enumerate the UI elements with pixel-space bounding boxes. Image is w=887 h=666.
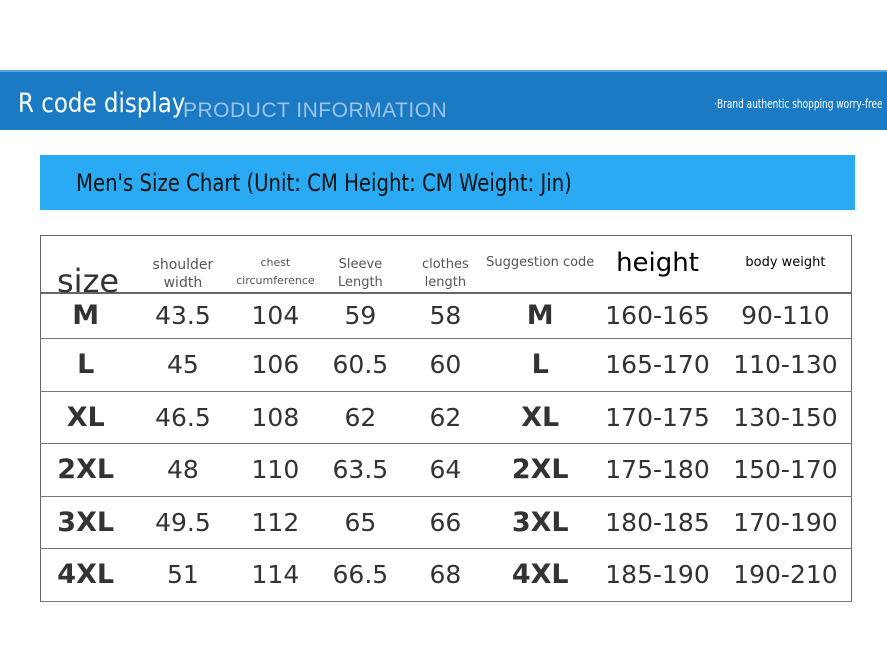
table-row: L 45 106 60.5 60 L 165-170 110-130 [40, 338, 852, 392]
table-row: 2XL 48 110 63.5 64 2XL 175-180 150-170 [40, 443, 852, 497]
table-header-row: size shoulder width chest circumference … [40, 235, 852, 297]
cell-body-weight: 170-190 [719, 496, 852, 549]
cell-sleeve: 63.5 [315, 443, 406, 497]
cell-suggestion-code: 4XL [485, 548, 596, 602]
cell-height: 165-170 [595, 338, 720, 392]
cell-shoulder-width: 49.5 [130, 496, 236, 549]
header-body-weight: body weight [719, 235, 852, 294]
cell-body-weight: 90-110 [719, 292, 852, 339]
cell-sleeve: 59 [315, 292, 406, 339]
cell-chest: 114 [235, 548, 316, 602]
cell-clothes-length: 60 [405, 338, 486, 392]
header-shoulder-width: shoulder width [130, 235, 236, 294]
cell-shoulder-width: 45 [130, 338, 236, 392]
cell-height: 185-190 [595, 548, 720, 602]
cell-size: 4XL [40, 548, 131, 602]
cell-sleeve: 65 [315, 496, 406, 549]
banner-title: R code display [18, 88, 186, 119]
banner-tagline: ·Brand authentic shopping worry-free [714, 97, 883, 111]
cell-height: 170-175 [595, 391, 720, 444]
cell-size: L [40, 338, 131, 392]
header-height: height [595, 235, 720, 294]
header-sleeve: Sleeve Length [315, 235, 406, 294]
cell-sleeve: 60.5 [315, 338, 406, 392]
cell-height: 175-180 [595, 443, 720, 497]
banner-subtitle: PRODUCT INFORMATION [183, 99, 448, 122]
cell-body-weight: 130-150 [719, 391, 852, 444]
cell-size: XL [40, 391, 131, 444]
table-row: XL 46.5 108 62 62 XL 170-175 130-150 [40, 391, 852, 444]
cell-clothes-length: 58 [405, 292, 486, 339]
header-banner: R code display PRODUCT INFORMATION ·Bran… [0, 70, 887, 130]
cell-clothes-length: 62 [405, 391, 486, 444]
cell-chest: 110 [235, 443, 316, 497]
cell-chest: 104 [235, 292, 316, 339]
cell-suggestion-code: 2XL [485, 443, 596, 497]
cell-body-weight: 110-130 [719, 338, 852, 392]
cell-sleeve: 66.5 [315, 548, 406, 602]
header-suggestion-code: Suggestion code [485, 235, 596, 294]
cell-shoulder-width: 46.5 [130, 391, 236, 444]
cell-size: 2XL [40, 443, 131, 497]
chart-title-bar: Men's Size Chart (Unit: CM Height: CM We… [40, 155, 855, 210]
header-chest: chest circumference [235, 235, 316, 294]
cell-suggestion-code: L [485, 338, 596, 392]
cell-clothes-length: 68 [405, 548, 486, 602]
cell-size: M [40, 292, 131, 339]
cell-chest: 108 [235, 391, 316, 444]
cell-suggestion-code: XL [485, 391, 596, 444]
cell-shoulder-width: 43.5 [130, 292, 236, 339]
cell-height: 180-185 [595, 496, 720, 549]
cell-sleeve: 62 [315, 391, 406, 444]
cell-chest: 112 [235, 496, 316, 549]
header-clothes-length: clothes length [405, 235, 486, 294]
cell-body-weight: 150-170 [719, 443, 852, 497]
cell-body-weight: 190-210 [719, 548, 852, 602]
cell-shoulder-width: 48 [130, 443, 236, 497]
cell-shoulder-width: 51 [130, 548, 236, 602]
cell-suggestion-code: 3XL [485, 496, 596, 549]
table-row: 3XL 49.5 112 65 66 3XL 180-185 170-190 [40, 496, 852, 549]
cell-clothes-length: 64 [405, 443, 486, 497]
header-size: size [40, 235, 131, 297]
table-row: M 43.5 104 59 58 M 160-165 90-110 [40, 292, 852, 339]
size-table: size shoulder width chest circumference … [40, 235, 852, 602]
cell-suggestion-code: M [485, 292, 596, 339]
cell-height: 160-165 [595, 292, 720, 339]
table-row: 4XL 51 114 66.5 68 4XL 185-190 190-210 [40, 548, 852, 602]
cell-clothes-length: 66 [405, 496, 486, 549]
cell-size: 3XL [40, 496, 131, 549]
cell-chest: 106 [235, 338, 316, 392]
chart-title: Men's Size Chart (Unit: CM Height: CM We… [76, 169, 572, 197]
